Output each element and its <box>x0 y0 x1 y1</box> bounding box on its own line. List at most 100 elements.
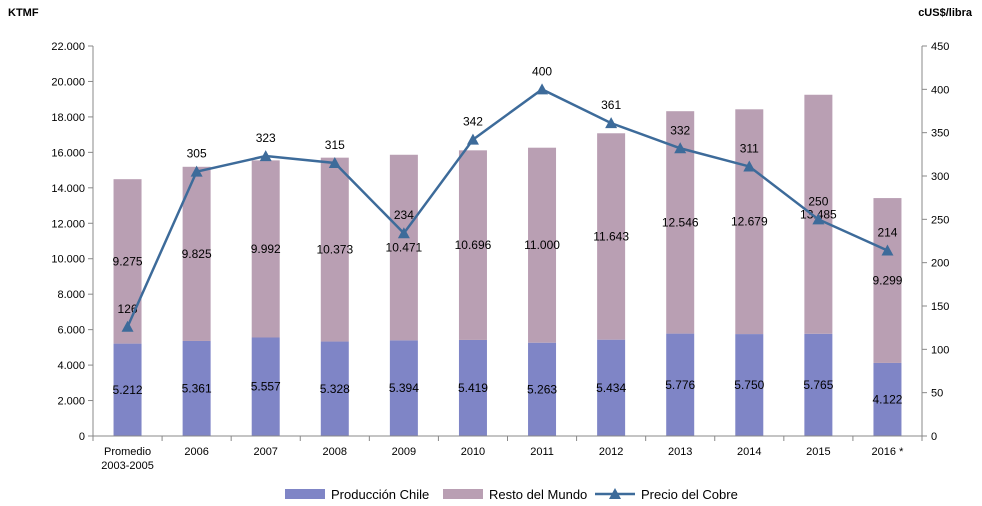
bar-produccion-chile <box>873 362 902 436</box>
legend-marker-precio-del-cobre <box>609 488 621 499</box>
label-resto-del-mundo: 9.825 <box>182 247 212 261</box>
label-precio-del-cobre: 315 <box>325 138 345 152</box>
bar-produccion-chile <box>804 333 833 436</box>
x-tick-label: Promedio <box>104 446 151 458</box>
bar-resto-del-mundo <box>251 160 280 338</box>
label-produccion-chile: 5.263 <box>527 382 557 396</box>
bars <box>113 94 902 436</box>
bar-produccion-chile <box>666 333 695 436</box>
left-tick-label: 2.000 <box>57 396 85 408</box>
bar-resto-del-mundo <box>873 198 902 363</box>
legend-label-produccion-chile: Producción Chile <box>331 487 429 502</box>
right-axis-unit: cUS$/libra <box>918 7 973 19</box>
bar-labels: 5.212 9.275 5.361 9.825 5.557 9.992 5.328 10.37… <box>113 64 903 406</box>
label-produccion-chile: 5.557 <box>251 380 281 394</box>
label-precio-del-cobre: 311 <box>740 141 759 155</box>
left-tick-label: 22.000 <box>51 41 85 53</box>
bar-resto-del-mundo <box>182 166 211 341</box>
label-precio-del-cobre: 400 <box>532 64 552 78</box>
bar-resto-del-mundo <box>320 157 349 342</box>
left-tick-label: 12.000 <box>51 218 85 230</box>
bar-resto-del-mundo <box>528 147 557 343</box>
left-tick-label: 14.000 <box>51 183 85 195</box>
price-marker <box>605 117 618 129</box>
label-precio-del-cobre: 250 <box>808 194 828 208</box>
legend-swatch-resto-del-mundo <box>443 489 483 499</box>
label-produccion-chile: 5.434 <box>596 381 626 395</box>
bar-produccion-chile <box>597 339 626 436</box>
price-marker <box>743 160 756 172</box>
right-tick-label: 450 <box>931 41 949 53</box>
label-precio-del-cobre: 214 <box>877 226 897 240</box>
bar-produccion-chile <box>528 342 557 436</box>
x-tick-label: 2009 <box>392 446 416 458</box>
x-tick-label: 2010 <box>461 446 485 458</box>
bar-produccion-chile <box>389 340 418 436</box>
label-resto-del-mundo: 9.275 <box>113 254 143 268</box>
label-produccion-chile: 4.122 <box>872 392 902 406</box>
bar-resto-del-mundo <box>735 109 764 335</box>
label-resto-del-mundo: 9.299 <box>872 274 902 288</box>
x-tick-label: 2014 <box>737 446 761 458</box>
label-resto-del-mundo: 12.546 <box>662 215 699 229</box>
label-precio-del-cobre: 305 <box>187 147 207 161</box>
label-precio-del-cobre: 332 <box>670 123 690 137</box>
price-marker <box>466 133 479 145</box>
legend-swatch-produccion-chile <box>285 489 325 499</box>
right-tick-label: 0 <box>931 431 937 443</box>
price-marker <box>121 320 134 332</box>
label-produccion-chile: 5.328 <box>320 382 350 396</box>
label-precio-del-cobre: 342 <box>463 115 483 129</box>
price-line <box>121 83 894 332</box>
legend-label-precio-del-cobre: Precio del Cobre <box>641 487 738 502</box>
label-produccion-chile: 5.361 <box>182 381 212 395</box>
bar-resto-del-mundo <box>113 179 142 344</box>
label-resto-del-mundo: 12.679 <box>731 215 768 229</box>
price-marker <box>536 83 549 95</box>
bar-resto-del-mundo <box>389 154 418 341</box>
left-tick-label: 6.000 <box>57 325 85 337</box>
label-resto-del-mundo: 11.000 <box>524 238 560 252</box>
label-resto-del-mundo: 10.373 <box>316 243 353 257</box>
bar-resto-del-mundo <box>458 150 487 340</box>
label-produccion-chile: 5.394 <box>389 381 419 395</box>
label-produccion-chile: 5.765 <box>803 378 833 392</box>
price-line-path <box>126 87 888 328</box>
x-tick-label: 2008 <box>323 446 347 458</box>
label-precio-del-cobre: 323 <box>256 131 276 145</box>
left-tick-label: 10.000 <box>51 254 85 266</box>
label-resto-del-mundo: 11.643 <box>593 229 629 243</box>
bar-produccion-chile <box>320 341 349 436</box>
x-tick-label: 2006 <box>184 446 208 458</box>
price-marker <box>259 150 272 162</box>
left-tick-label: 4.000 <box>57 360 85 372</box>
bar-produccion-chile <box>182 340 211 436</box>
bar-resto-del-mundo <box>597 133 626 340</box>
bar-produccion-chile <box>735 334 764 436</box>
price-marker <box>190 165 203 177</box>
left-tick-label: 8.000 <box>57 289 85 301</box>
label-resto-del-mundo: 10.696 <box>455 238 492 252</box>
left-tick-label: 18.000 <box>51 112 85 124</box>
x-axis: Promedio 2003-2005 2006 2007 2008 2009 2010 201… <box>92 435 923 472</box>
x-tick-label: 2013 <box>668 446 692 458</box>
left-tick-label: 16.000 <box>51 147 85 159</box>
right-tick-label: 100 <box>931 344 949 356</box>
left-tick-label: 20.000 <box>51 76 85 88</box>
bar-produccion-chile <box>458 339 487 436</box>
label-resto-del-mundo: 9.992 <box>251 242 281 256</box>
label-produccion-chile: 5.776 <box>665 378 695 392</box>
price-marker <box>812 213 825 225</box>
x-tick-label: 2007 <box>253 446 277 458</box>
label-precio-del-cobre: 234 <box>394 208 414 222</box>
right-tick-label: 50 <box>931 388 943 400</box>
right-tick-label: 250 <box>931 214 949 226</box>
bar-produccion-chile <box>251 337 280 436</box>
bar-produccion-chile <box>113 343 142 436</box>
label-precio-del-cobre: 361 <box>601 98 621 112</box>
price-marker <box>674 142 687 154</box>
left-tick-label: 0 <box>79 431 85 443</box>
legend-label-resto-del-mundo: Resto del Mundo <box>489 487 587 502</box>
right-tick-label: 400 <box>931 84 949 96</box>
x-tick-label: 2012 <box>599 446 623 458</box>
